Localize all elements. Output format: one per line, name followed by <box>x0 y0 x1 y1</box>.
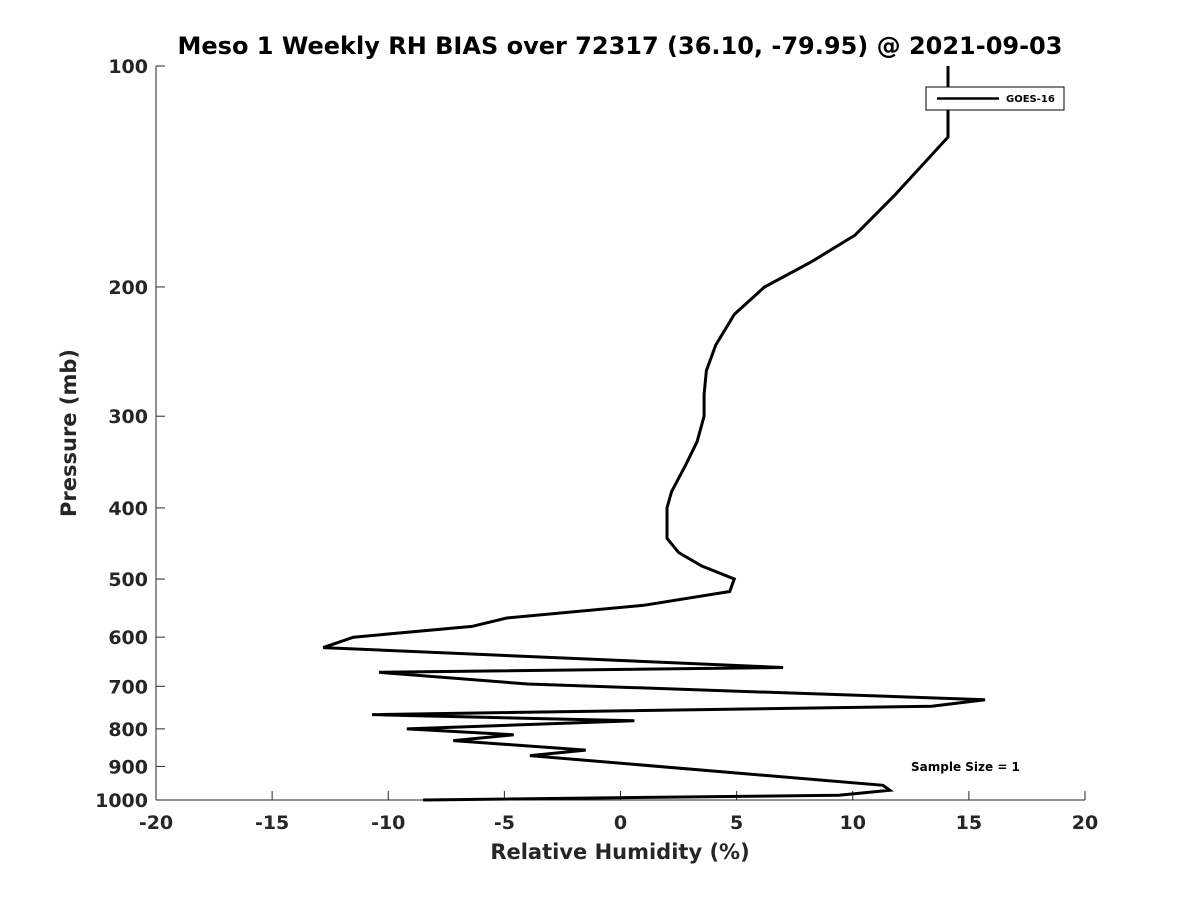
y-tick-label: 700 <box>108 676 148 698</box>
y-axis-label: Pressure (mb) <box>57 349 81 517</box>
series-line-goes-16 <box>322 66 986 802</box>
y-tick-label: 1000 <box>95 790 148 812</box>
y-tick-label: 100 <box>108 56 148 78</box>
x-tick-label: -5 <box>494 812 515 834</box>
y-tick-label: 900 <box>108 756 148 778</box>
y-tick-label: 600 <box>108 627 148 649</box>
y-tick-label: 800 <box>108 719 148 741</box>
x-tick-label: 5 <box>730 812 743 834</box>
x-tick-label: 20 <box>1072 812 1098 834</box>
sample-size-annotation: Sample Size = 1 <box>911 760 1020 774</box>
series-layer <box>322 66 986 802</box>
x-tick-label: 0 <box>614 812 627 834</box>
y-tick-label: 400 <box>108 498 148 520</box>
legend-label-goes-16: GOES-16 <box>1006 94 1055 105</box>
x-tick-label: -20 <box>139 812 173 834</box>
y-tick-label: 200 <box>108 277 148 299</box>
x-tick-label: 10 <box>840 812 866 834</box>
x-axis-ticks: -20 -15 -10 -5 0 5 10 15 20 <box>139 791 1098 834</box>
y-axis-ticks: 100 200 300 400 500 600 700 800 900 1000 <box>95 56 165 812</box>
x-axis-label: Relative Humidity (%) <box>490 840 749 864</box>
chart-title: Meso 1 Weekly RH BIAS over 72317 (36.10,… <box>178 32 1063 60</box>
x-tick-label: -10 <box>371 812 405 834</box>
x-tick-label: 15 <box>956 812 982 834</box>
legend: GOES-16 <box>925 86 1065 111</box>
y-tick-label: 300 <box>108 406 148 428</box>
y-tick-label: 500 <box>108 569 148 591</box>
x-tick-label: -15 <box>255 812 289 834</box>
